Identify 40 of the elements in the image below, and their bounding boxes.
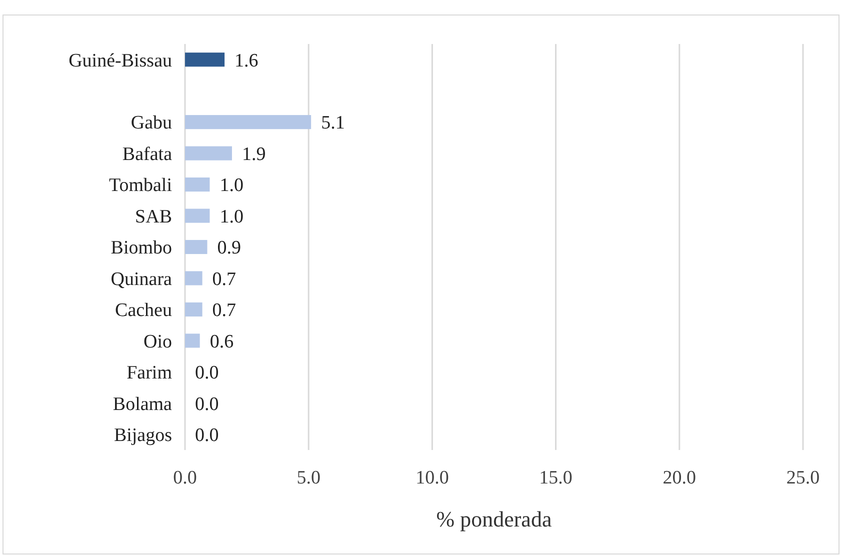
y-tick-label: SAB — [135, 206, 172, 228]
x-axis-title: % ponderada — [436, 506, 552, 532]
y-tick-label: Bafata — [122, 144, 173, 165]
y-tick-label: Bolama — [112, 394, 173, 415]
x-tick-label: 5.0 — [296, 468, 320, 489]
bar — [185, 302, 202, 316]
bar — [185, 115, 312, 130]
data-label: 0.7 — [212, 268, 236, 290]
data-label: 1.9 — [242, 144, 266, 165]
x-tick-label: 0.0 — [173, 468, 197, 489]
y-tick-label: Tombali — [108, 175, 172, 196]
data-label: 0.0 — [195, 425, 219, 446]
bar — [185, 208, 210, 223]
bar — [185, 146, 232, 160]
y-tick-label: Quinara — [110, 268, 173, 290]
y-tick-label: Guiné-Bissau — [68, 50, 172, 72]
y-tick-label: Oio — [144, 331, 172, 352]
data-label: 1.0 — [220, 206, 244, 228]
bar — [185, 334, 200, 348]
x-tick-label: 20.0 — [662, 468, 696, 489]
data-label: 1.0 — [220, 175, 244, 196]
x-tick-label: 25.0 — [786, 468, 820, 489]
bar — [185, 271, 202, 286]
y-tick-label: Bijagos — [114, 425, 172, 446]
y-tick-label: Gabu — [130, 112, 172, 134]
bar — [185, 240, 208, 254]
x-tick-label: 10.0 — [416, 468, 449, 489]
data-label: 0.0 — [195, 394, 219, 415]
bar — [185, 52, 225, 67]
y-tick-label: Cacheu — [115, 300, 172, 322]
y-tick-label: Farim — [126, 362, 172, 384]
data-label: 0.7 — [212, 300, 236, 322]
data-label: 5.1 — [321, 112, 345, 134]
y-tick-label: Biombo — [110, 238, 172, 259]
data-label: 1.6 — [234, 50, 258, 72]
data-label: 0.9 — [217, 238, 241, 259]
x-tick-label: 15.0 — [539, 468, 572, 489]
data-label: 0.0 — [195, 362, 219, 384]
bar — [185, 178, 210, 192]
data-label: 0.6 — [210, 331, 234, 352]
